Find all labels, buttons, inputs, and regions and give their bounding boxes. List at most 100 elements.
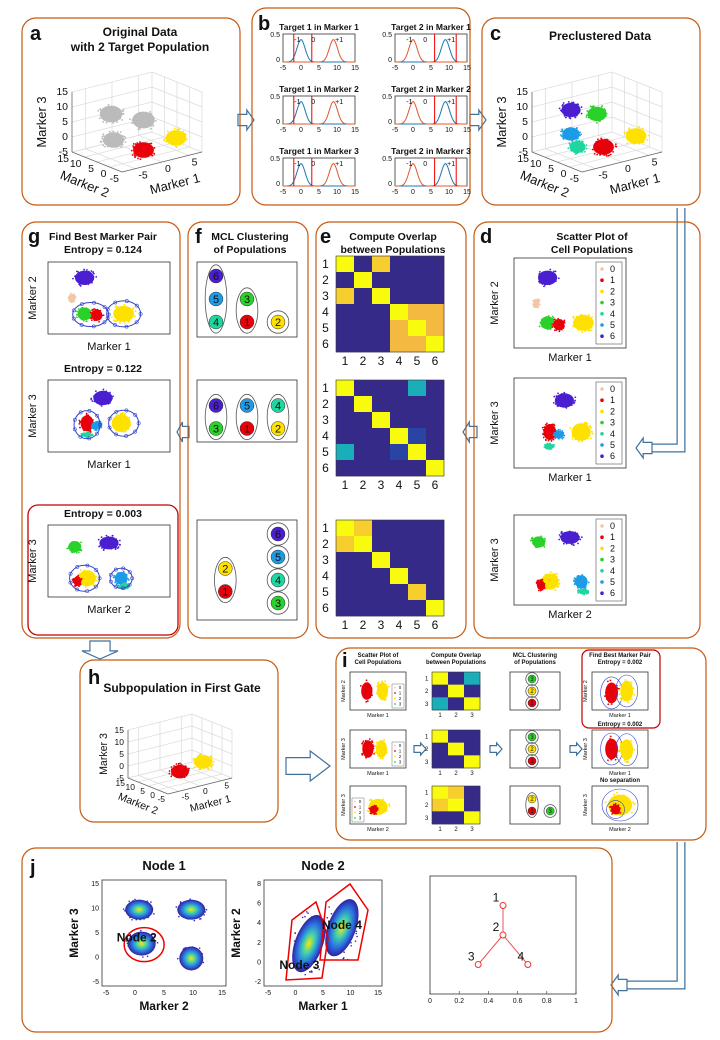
cluster-point xyxy=(547,582,550,585)
heatmap-cell xyxy=(336,552,355,569)
cluster-core xyxy=(165,130,187,146)
legend-label: 1 xyxy=(610,275,615,285)
cluster-point xyxy=(114,548,117,551)
cluster-point xyxy=(386,691,388,694)
cluster-point xyxy=(116,131,119,133)
cluster-point xyxy=(69,549,72,552)
cluster-point xyxy=(375,812,378,815)
cluster-point xyxy=(93,398,96,401)
cluster-point xyxy=(83,569,86,572)
cluster-oval xyxy=(266,310,290,334)
cluster-point xyxy=(596,141,599,144)
cluster-point xyxy=(587,581,590,584)
cluster-point xyxy=(80,317,83,320)
cluster-point xyxy=(543,582,546,585)
cluster-point xyxy=(574,537,576,540)
y-tick-label: 2 xyxy=(425,803,429,809)
cluster-point xyxy=(92,419,94,421)
cluster xyxy=(97,534,122,552)
heatmap-cell xyxy=(336,288,355,305)
cluster-point xyxy=(561,532,564,535)
cluster-point xyxy=(632,138,635,141)
cluster-point xyxy=(570,404,573,406)
cluster-point xyxy=(133,152,136,155)
cluster-point xyxy=(76,581,79,584)
cluster-point xyxy=(92,583,95,586)
cluster-point xyxy=(200,760,203,763)
cluster-point xyxy=(134,116,137,119)
cluster-point xyxy=(624,679,627,681)
cluster-point xyxy=(577,107,580,110)
cluster-point xyxy=(575,131,578,134)
population-node xyxy=(270,572,286,588)
heatmap-cell xyxy=(464,672,481,685)
cluster-point xyxy=(84,421,87,424)
panel-title: Find Best Marker Pair xyxy=(589,653,651,659)
heatmap-cell xyxy=(432,684,449,698)
cluster-point xyxy=(590,118,593,120)
cluster-point xyxy=(121,411,124,414)
cluster-point xyxy=(594,111,597,114)
cluster-point xyxy=(617,809,620,812)
x-tick-label: 10 xyxy=(333,65,341,72)
cluster-point xyxy=(365,756,367,759)
cluster-point xyxy=(118,306,121,309)
heatmap-cell xyxy=(432,672,449,685)
heatmap-cell xyxy=(426,584,445,601)
cluster xyxy=(591,137,618,157)
plot-box xyxy=(47,261,171,335)
x-tick-label: 4 xyxy=(396,354,403,368)
cluster-point xyxy=(569,427,572,430)
cluster-point xyxy=(630,811,633,814)
cluster-point xyxy=(105,106,108,109)
x-tick-label: 4 xyxy=(396,478,403,492)
cluster-point xyxy=(121,417,124,420)
cluster-point xyxy=(367,749,370,752)
cluster-point xyxy=(122,138,124,141)
cluster-point xyxy=(132,119,135,122)
cluster-point xyxy=(193,766,196,769)
cluster-point xyxy=(92,271,94,274)
cluster-point xyxy=(144,111,147,114)
cluster-point xyxy=(563,391,566,394)
cluster-oval xyxy=(266,591,290,615)
cluster-point xyxy=(628,139,630,141)
entropy-label: No separation xyxy=(600,778,640,784)
cluster-point xyxy=(586,437,589,440)
cluster-point xyxy=(173,130,176,132)
cluster-point xyxy=(83,435,86,438)
panel-title: Preclustered Data xyxy=(549,29,651,43)
legend-marker xyxy=(600,267,604,271)
cluster-point xyxy=(591,430,593,433)
y-tick-label: 0 xyxy=(276,181,280,188)
cluster-point xyxy=(90,419,93,421)
cluster-point xyxy=(573,138,575,140)
y-tick-label: 0.5 xyxy=(270,94,280,101)
cluster-point xyxy=(575,137,577,139)
plot-box xyxy=(394,95,468,125)
x-tick-label: 1 xyxy=(438,827,442,833)
cluster-point xyxy=(124,419,126,422)
cluster-point xyxy=(563,434,566,437)
legend-marker xyxy=(600,334,604,339)
cluster-oval xyxy=(266,393,290,441)
cluster-point xyxy=(381,744,384,747)
cluster-point xyxy=(141,114,144,116)
cluster-oval xyxy=(525,754,539,768)
legend-label: 5 xyxy=(610,577,615,587)
cluster-point xyxy=(356,935,358,938)
cluster-point xyxy=(91,313,94,315)
legend-marker xyxy=(600,409,604,414)
cluster-oval xyxy=(266,545,290,569)
cluster-point xyxy=(125,424,128,427)
cluster-point xyxy=(192,759,195,761)
cluster-point xyxy=(560,134,562,136)
cluster-point xyxy=(564,404,567,407)
cluster-point xyxy=(168,135,171,138)
population-node xyxy=(527,794,537,804)
cluster-point xyxy=(586,422,589,425)
cluster-point xyxy=(132,145,135,148)
cluster-point xyxy=(114,135,116,138)
cluster-point xyxy=(148,142,151,145)
cluster-point xyxy=(540,277,543,280)
